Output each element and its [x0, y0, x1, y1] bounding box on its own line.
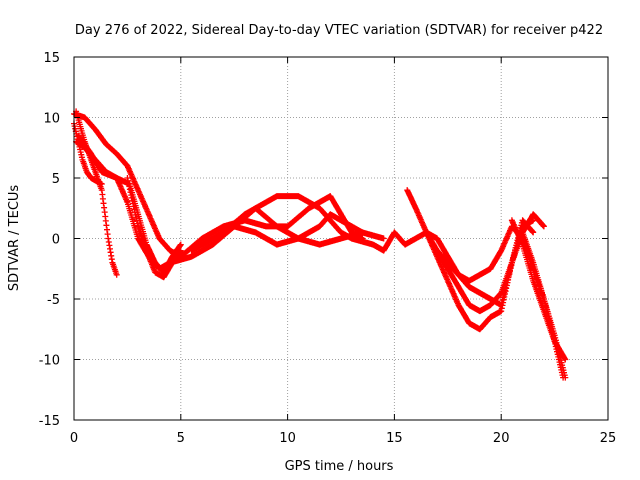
y-tick-label: 0 — [52, 233, 60, 248]
x-tick-label: 25 — [600, 431, 617, 446]
y-tick-label: -15 — [39, 414, 60, 429]
data-series — [71, 108, 569, 381]
x-tick-label: 5 — [177, 431, 185, 446]
y-axis-label: SDTVAR / TECUs — [7, 185, 22, 292]
chart-title: Day 276 of 2022, Sidereal Day-to-day VTE… — [75, 23, 603, 38]
series-track-13 — [423, 217, 537, 333]
y-tick-label: 5 — [52, 172, 60, 187]
y-tick-label: -5 — [47, 293, 60, 308]
series-track-10 — [199, 205, 387, 248]
x-axis-label: GPS time / hours — [285, 459, 394, 474]
y-tick-label: 10 — [43, 112, 60, 127]
x-tick-label: 15 — [386, 431, 403, 446]
data-point-markers — [423, 217, 537, 333]
data-point-markers — [124, 175, 176, 281]
y-tick-label: -10 — [39, 354, 60, 369]
x-tick-label: 0 — [70, 431, 78, 446]
x-tick-label: 10 — [279, 431, 296, 446]
y-tick-label: 15 — [43, 51, 60, 66]
data-point-markers — [199, 205, 387, 248]
data-point-markers — [519, 229, 567, 381]
series-track-16 — [519, 229, 567, 381]
axis-ticks: 0 5 10 15 20 25 -15 -10 -5 0 5 10 15 — [39, 51, 617, 446]
x-tick-label: 20 — [493, 431, 510, 446]
series-track-6 — [124, 175, 176, 281]
